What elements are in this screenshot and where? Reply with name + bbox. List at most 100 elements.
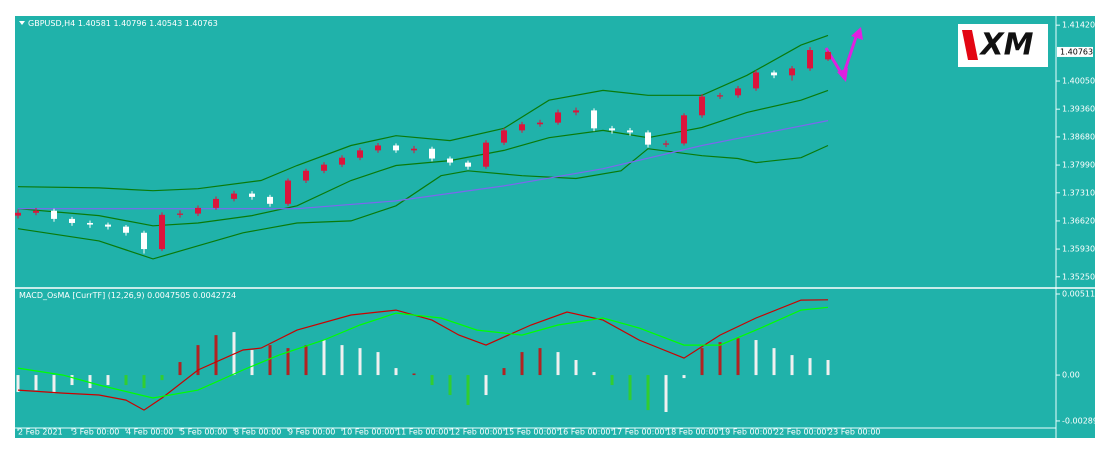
candle-body (411, 148, 418, 151)
candle-body (51, 210, 58, 219)
candle-body (69, 218, 76, 223)
candle-body (645, 132, 652, 145)
x-tick-label: 5 Feb 00:00 (180, 428, 227, 437)
candle-body (357, 150, 364, 158)
candle-body (249, 193, 256, 197)
indicator-line (17, 306, 829, 399)
x-tick-label: 17 Feb 00:00 (612, 428, 664, 437)
y-tick-label: 1.39360 (1062, 105, 1095, 114)
close-value: 1.40763 (185, 19, 218, 28)
candle-body (375, 145, 382, 151)
candle-body (321, 164, 328, 171)
y-tick-label: 1.40050 (1062, 77, 1095, 86)
candle-body (15, 212, 21, 216)
candle-body (447, 158, 454, 163)
x-tick-label: 3 Feb 00:00 (72, 428, 119, 437)
candle-body (735, 88, 742, 96)
candle-body (393, 145, 400, 151)
candle-body (825, 51, 832, 60)
x-tick-label: 19 Feb 00:00 (720, 428, 772, 437)
histogram-bar (502, 368, 506, 376)
candle-body (105, 224, 112, 227)
candle-body (609, 128, 616, 131)
y-tick-label: 1.35930 (1062, 245, 1095, 254)
histogram-bar (574, 360, 578, 376)
symbol: GBPUSD,H4 (28, 19, 75, 28)
x-tick-label: 18 Feb 00:00 (666, 428, 718, 437)
y-tick-label: 1.41420 (1062, 21, 1095, 30)
signal-value: 0.0042724 (193, 291, 236, 300)
price-header: GBPUSD,H4 1.40581 1.40796 1.40543 1.4076… (28, 19, 218, 28)
histogram-bar (394, 368, 398, 376)
histogram-bar (214, 335, 218, 376)
y-tick-label: 1.36620 (1062, 216, 1095, 225)
indicator-line (17, 144, 829, 260)
candle-body (807, 50, 814, 69)
x-tick-label: 23 Feb 00:00 (828, 428, 880, 437)
histogram-bar (646, 375, 650, 411)
histogram-bar (538, 348, 542, 376)
xm-logo: XM (958, 24, 1048, 67)
candle-body (465, 162, 472, 167)
histogram-bar (466, 375, 470, 406)
candle-body (699, 96, 706, 116)
candle-body (267, 196, 274, 204)
candle-body (159, 214, 166, 250)
candle-body (429, 148, 436, 159)
chart-background (15, 16, 1095, 438)
candle-body (339, 157, 346, 165)
candle-body (123, 226, 130, 233)
logo-stroke (962, 30, 978, 60)
histogram-bar (682, 375, 686, 379)
x-tick-label: 15 Feb 00:00 (504, 428, 556, 437)
histogram-bar (16, 375, 20, 393)
histogram-bar (556, 352, 560, 376)
histogram-bar (250, 350, 254, 376)
histogram-bar (358, 348, 362, 376)
y-tick-label: -0.002895 (1062, 416, 1103, 425)
histogram-bar (700, 348, 704, 376)
candle-body (87, 222, 94, 225)
high-value: 1.40796 (113, 19, 146, 28)
histogram-bar (70, 375, 74, 386)
y-tick-label: 0.00 (1062, 371, 1080, 380)
x-tick-label: 11 Feb 00:00 (396, 428, 448, 437)
histogram-bar (52, 375, 56, 394)
histogram-bar (160, 375, 164, 381)
y-tick-label: 1.37990 (1062, 161, 1095, 170)
histogram-bar (178, 362, 182, 376)
candle-body (681, 115, 688, 144)
x-tick-label: 8 Feb 00:00 (234, 428, 281, 437)
arrow-head-down (837, 68, 848, 82)
arrow-head-up (851, 27, 863, 40)
open-value: 1.40581 (78, 19, 111, 28)
histogram-bar (448, 375, 452, 396)
candle-body (537, 122, 544, 125)
x-tick-label: 16 Feb 00:00 (558, 428, 610, 437)
projection-arrows (824, 27, 863, 82)
x-tick-label: 22 Feb 00:00 (774, 428, 826, 437)
candle-body (33, 210, 40, 213)
histogram-bar (592, 372, 596, 376)
histogram-bar (106, 375, 110, 386)
histogram-bar (772, 348, 776, 376)
histogram-bar (412, 373, 416, 376)
candle-body (771, 72, 778, 76)
x-tick-label: 12 Feb 00:00 (450, 428, 502, 437)
histogram-bar (610, 375, 614, 386)
x-tick-label: 2 Feb 2021 (18, 428, 63, 437)
candle-body (141, 232, 148, 250)
histogram-bar (484, 375, 488, 396)
histogram-bar (718, 342, 722, 376)
candle-body (231, 193, 238, 199)
histogram-bar (88, 375, 92, 389)
histogram-bar (628, 375, 632, 401)
candle-body (213, 198, 220, 208)
histogram-bar (124, 375, 128, 386)
histogram-bar (754, 340, 758, 376)
candle-body (519, 124, 526, 131)
y-tick-label: 1.38680 (1062, 132, 1095, 141)
low-value: 1.40543 (149, 19, 182, 28)
histogram-bar (340, 345, 344, 376)
